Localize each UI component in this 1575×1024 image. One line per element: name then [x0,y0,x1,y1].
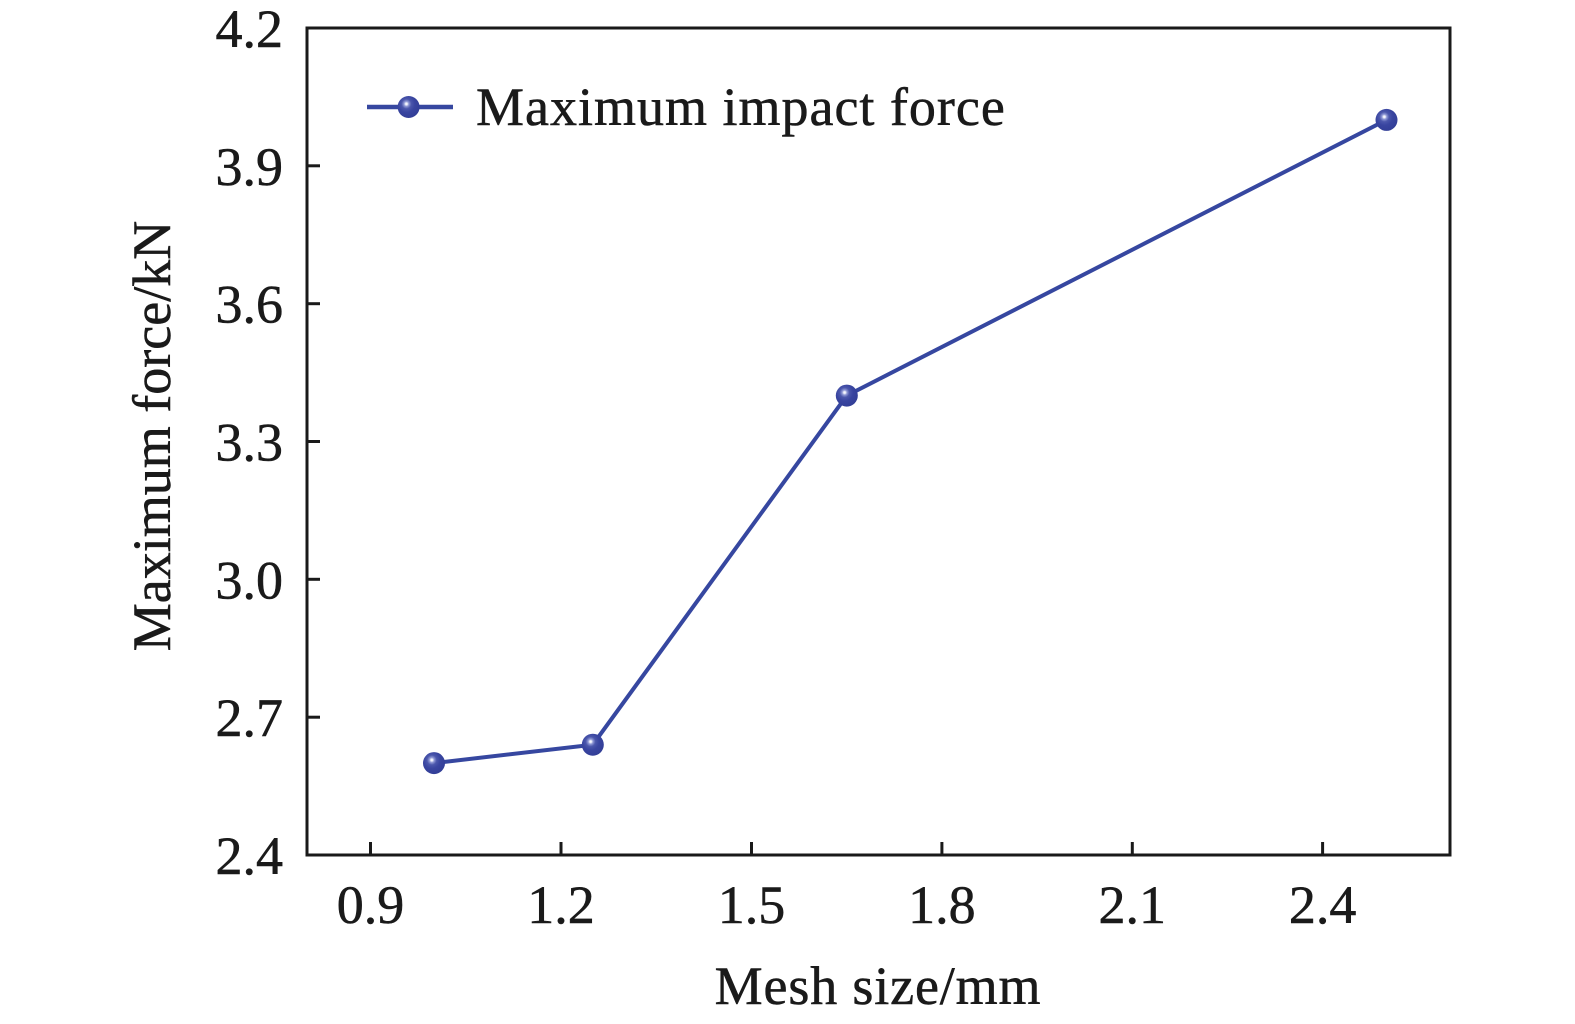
svg-text:3.0: 3.0 [216,550,284,610]
svg-text:2.4: 2.4 [216,826,284,886]
svg-text:3.3: 3.3 [216,413,284,473]
svg-text:Mesh size/mm: Mesh size/mm [715,956,1042,1016]
svg-text:1.8: 1.8 [908,875,976,935]
svg-text:3.9: 3.9 [216,137,284,197]
svg-text:2.1: 2.1 [1099,875,1167,935]
svg-text:4.2: 4.2 [216,0,284,59]
svg-text:1.5: 1.5 [718,875,786,935]
svg-text:Maximum impact force: Maximum impact force [476,77,1006,137]
svg-text:1.2: 1.2 [527,875,595,935]
svg-text:3.6: 3.6 [216,275,284,335]
svg-text:0.9: 0.9 [337,875,405,935]
svg-text:2.4: 2.4 [1289,875,1357,935]
svg-text:2.7: 2.7 [216,688,284,748]
svg-text:Maximum force/kN: Maximum force/kN [122,221,182,651]
